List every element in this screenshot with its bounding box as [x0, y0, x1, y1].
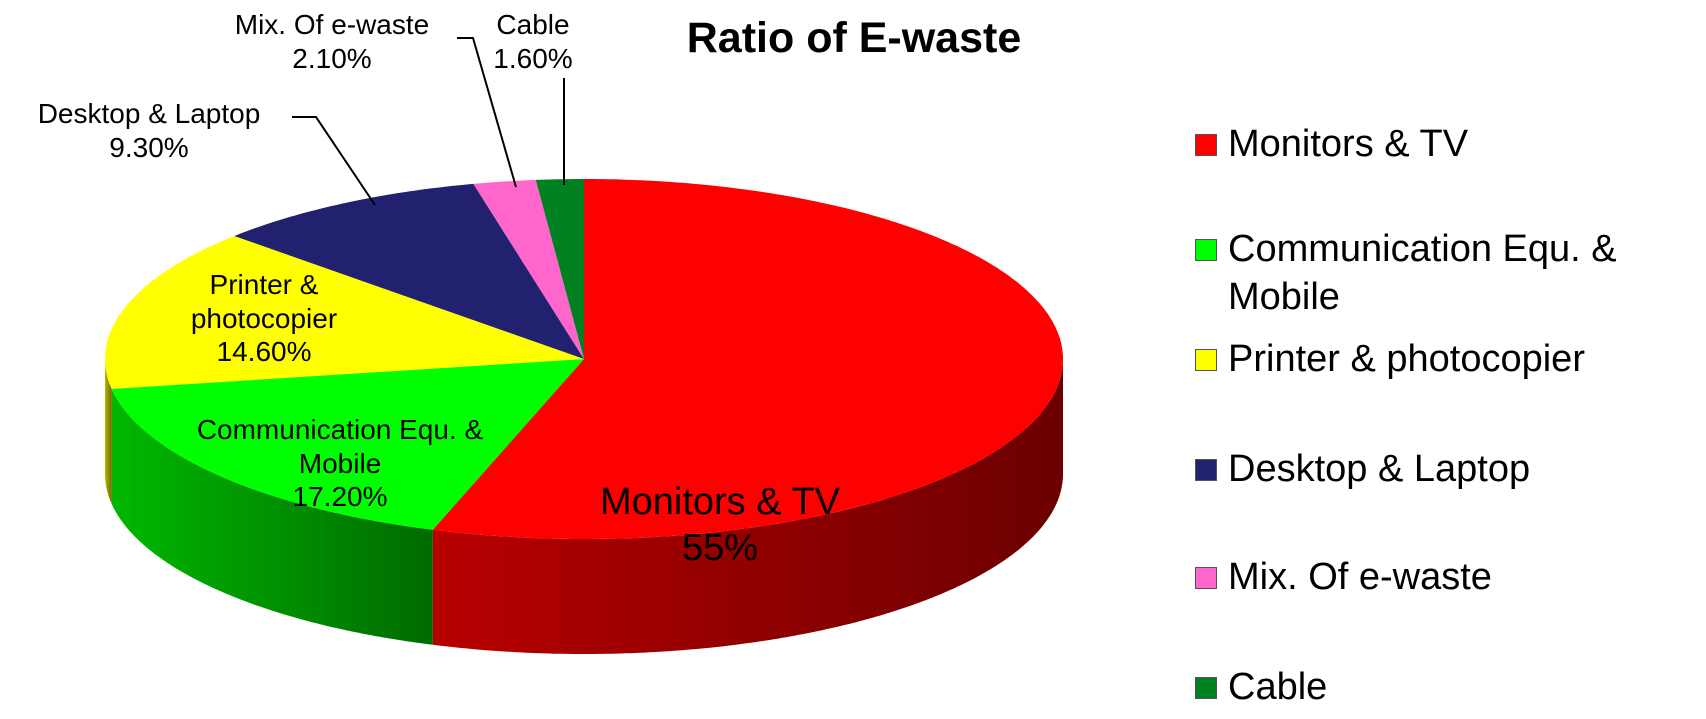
pie-slice	[111, 359, 584, 530]
legend-entry: Monitors & TV	[1195, 121, 1698, 169]
legend-label: Communication Equ. & Mobile	[1228, 228, 1617, 318]
label-category: Communication Equ. & Mobile	[196, 414, 484, 479]
label-category: Mix. Of e-waste	[234, 9, 430, 40]
leader-line	[292, 116, 376, 206]
legend-swatch	[1195, 567, 1217, 589]
label-value: 17.20%	[292, 481, 388, 513]
pie-sides	[105, 359, 1063, 654]
label-value: 2.10%	[292, 42, 372, 74]
pie-slice	[432, 179, 1063, 539]
label-category: Monitors & TV	[599, 481, 841, 523]
legend-entry: Desktop & Laptop	[1195, 446, 1698, 494]
data-label: Desktop & Laptop 9.30%	[0, 97, 299, 164]
label-value: 9.30%	[109, 131, 189, 163]
legend-swatch	[1195, 459, 1217, 481]
pie-side	[111, 388, 433, 645]
pie-side	[432, 359, 1063, 654]
label-value: 55%	[681, 526, 759, 569]
legend-label: Mix. Of e-waste	[1228, 556, 1492, 598]
legend-swatch	[1195, 134, 1217, 156]
label-value: 14.60%	[216, 336, 312, 368]
legend-label: Printer & photocopier	[1228, 338, 1585, 380]
legend-label: Cable	[1228, 666, 1328, 708]
data-label: Monitors & TV 55%	[540, 480, 900, 571]
legend-entry: Printer & photocopier	[1195, 336, 1698, 384]
label-category: Cable	[496, 9, 570, 40]
legend-label: Desktop & Laptop	[1228, 448, 1531, 490]
pie-slice	[473, 179, 584, 359]
data-label: Communication Equ. & Mobile 17.20%	[165, 413, 515, 514]
pie-slice	[535, 179, 584, 359]
legend-swatch	[1195, 349, 1217, 371]
label-value: 1.60%	[493, 42, 573, 74]
data-label: Mix. Of e-waste 2.10%	[192, 8, 472, 75]
legend-swatch	[1195, 677, 1217, 699]
legend-entry: Communication Equ. & Mobile	[1195, 226, 1698, 321]
data-label: Printer & photocopier 14.60%	[159, 268, 369, 369]
legend-entry: Mix. Of e-waste	[1195, 554, 1698, 602]
pie-tops	[105, 179, 1063, 539]
pie-slice	[234, 183, 585, 359]
pie-side	[105, 359, 112, 504]
data-label: Cable 1.60%	[473, 8, 593, 75]
label-category: Desktop & Laptop	[37, 98, 261, 129]
label-category: Printer & photocopier	[190, 269, 338, 334]
legend-label: Monitors & TV	[1228, 123, 1469, 165]
leader-line	[457, 37, 517, 188]
legend-swatch	[1195, 239, 1217, 261]
pie-slice	[105, 236, 584, 389]
chart-title: Ratio of E-waste	[686, 14, 1022, 62]
legend-entry: Cable	[1195, 664, 1698, 712]
